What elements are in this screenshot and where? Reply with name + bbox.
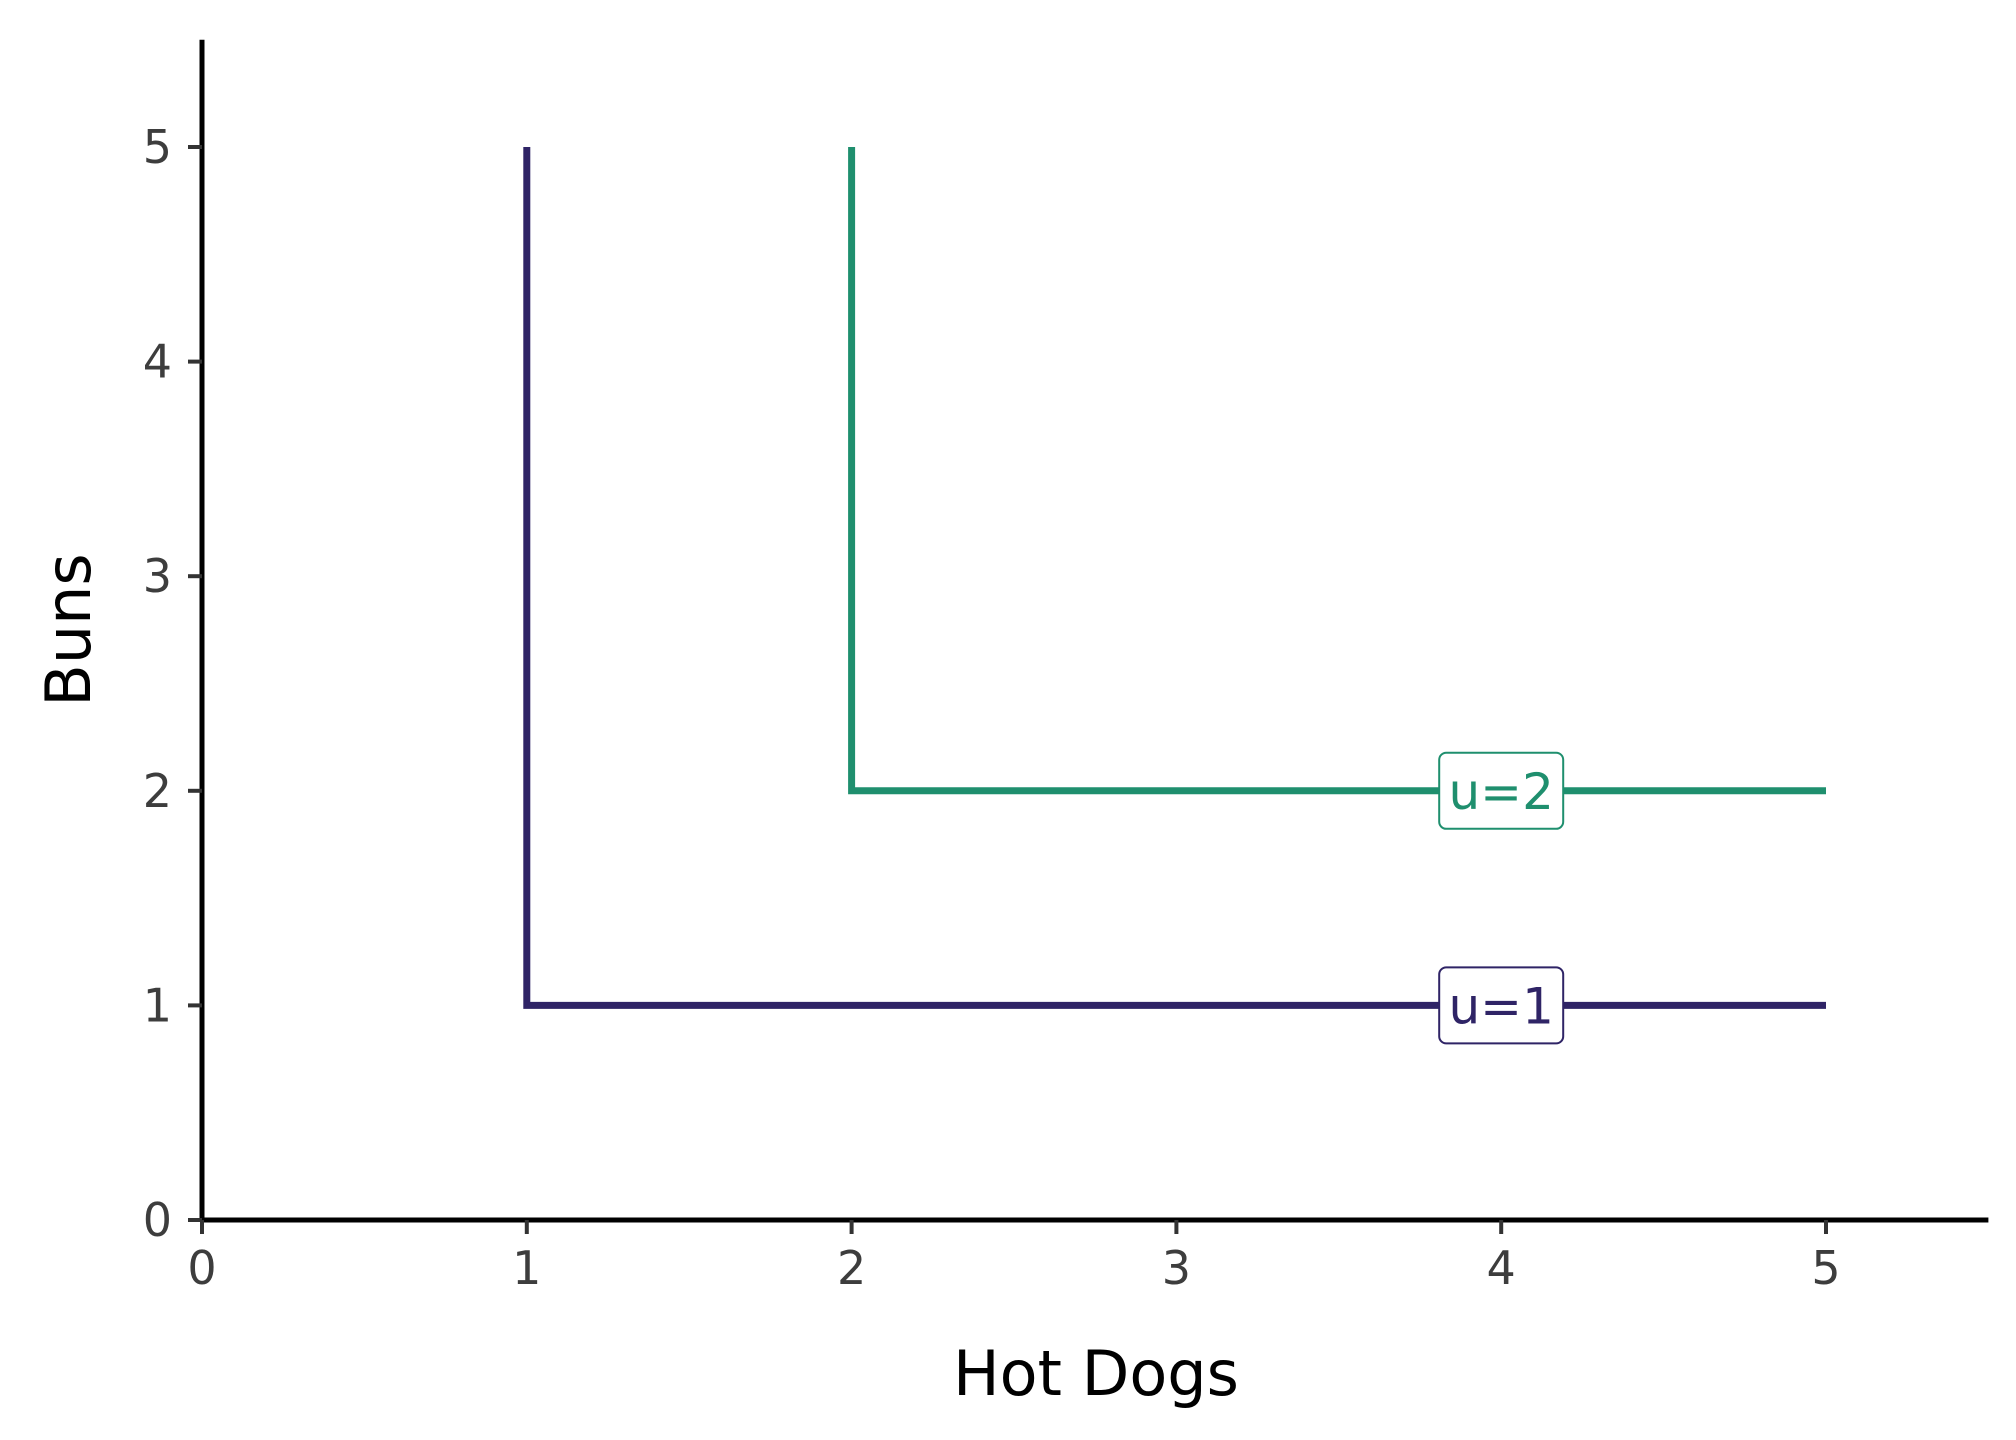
plot-marks: [523, 147, 1826, 1009]
x-tick-label: 5: [1811, 1241, 1840, 1295]
series-label-u=1: u=1: [1438, 966, 1565, 1045]
x-axis-title: Hot Dogs: [953, 1337, 1239, 1410]
axes: 0 1 2 3 4 5 0 1 2 3 4 5: [143, 39, 1989, 1295]
y-tick-label: 4: [143, 335, 172, 389]
x-tick-label: 1: [512, 1241, 541, 1295]
y-tick-label: 2: [143, 764, 172, 818]
indifference-curve-u=1: [523, 147, 1826, 1009]
series-label-text: u=2: [1448, 763, 1553, 821]
x-tick-label: 3: [1162, 1241, 1191, 1295]
series-label-box: [1438, 966, 1565, 1045]
y-tick-label: 3: [143, 549, 172, 603]
y-tick-label: 5: [143, 120, 172, 174]
indifference-curve-u=2: [848, 147, 1826, 795]
series-labels: u=1 u=2: [1438, 751, 1565, 1045]
series-label-text: u=1: [1448, 977, 1553, 1035]
x-tick-label: 2: [837, 1241, 866, 1295]
series-label-u=2: u=2: [1438, 751, 1565, 830]
x-tick-label: 4: [1487, 1241, 1516, 1295]
series-label-box: [1438, 751, 1565, 830]
y-tick-label: 0: [143, 1193, 172, 1247]
y-axis-title: Buns: [32, 553, 105, 706]
x-tick-label: 0: [187, 1241, 216, 1295]
y-tick-label: 1: [143, 978, 172, 1032]
